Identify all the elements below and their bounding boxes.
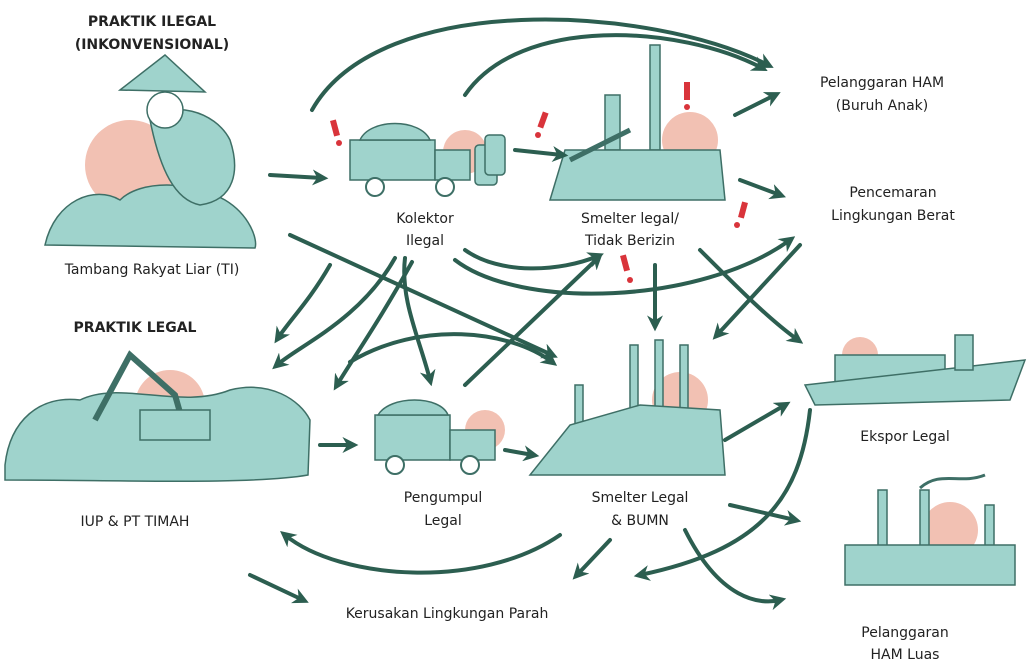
node-label: Tambang Rakyat Liar (TI)	[64, 262, 240, 278]
node-label: Tidak Berizin	[584, 233, 675, 249]
node-label: Pengumpul	[404, 490, 482, 506]
node-label: & BUMN	[611, 513, 669, 529]
illustration-factory	[845, 475, 1015, 585]
node-label: Smelter Legal	[592, 490, 689, 506]
illustration-pengumpul	[375, 400, 505, 474]
illustration-smelter-legal	[530, 340, 725, 475]
node-label: (Buruh Anak)	[836, 98, 929, 114]
node-label: HAM Luas	[871, 647, 940, 663]
illustration-kolektor	[350, 124, 505, 197]
node-label: Smelter legal/	[581, 211, 679, 227]
node-label: Pencemaran	[849, 185, 936, 201]
section-title: PRAKTIK LEGAL	[74, 320, 197, 336]
node-label: Legal	[424, 513, 462, 529]
node-label: Kerusakan Lingkungan Parah	[346, 606, 549, 622]
diagram: PRAKTIK ILEGAL (INKONVENSIONAL) PRAKTIK …	[0, 0, 1034, 664]
node-label: Ilegal	[406, 233, 444, 249]
arrows	[250, 20, 810, 602]
node-label: Lingkungan Berat	[831, 208, 955, 224]
section-title: (INKONVENSIONAL)	[75, 37, 229, 53]
node-label: Pelanggaran	[861, 625, 948, 641]
illustration-ship	[805, 335, 1025, 405]
illustration-tambang	[45, 55, 256, 248]
illustration-iup	[5, 355, 310, 481]
node-label: IUP & PT TIMAH	[81, 514, 190, 530]
node-label: Ekspor Legal	[860, 429, 949, 445]
node-label: Pelanggaran HAM	[820, 75, 944, 91]
node-label: Kolektor	[396, 211, 454, 227]
illustration-smelter-ilegal	[550, 45, 725, 200]
section-title: PRAKTIK ILEGAL	[88, 14, 216, 30]
